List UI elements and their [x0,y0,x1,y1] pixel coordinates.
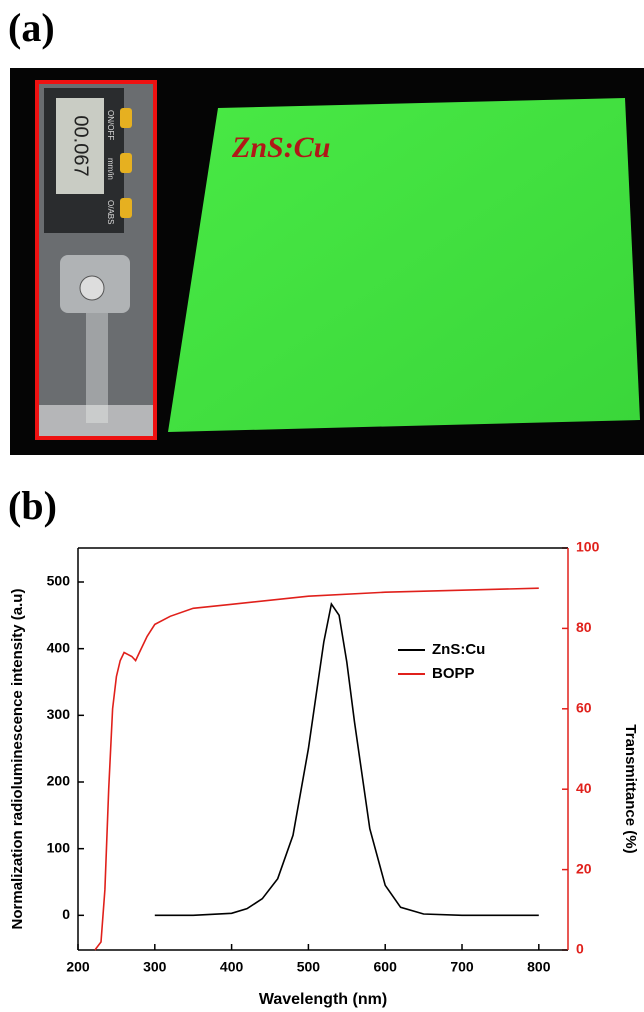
x-tick-label: 700 [450,959,474,975]
button-label: mm/in [106,158,115,180]
y2-axis-label: Transmittance (%) [622,724,639,853]
display [56,98,104,194]
base [39,405,153,436]
x-tick-label: 500 [297,959,321,975]
y-tick-label: 0 [62,906,70,922]
series-line [94,587,539,951]
panel-label: (a) [8,5,55,50]
button [120,108,132,128]
y2-tick-label: 20 [576,860,592,876]
button [120,153,132,173]
x-tick-label: 800 [527,959,551,975]
legend-label: BOPP [432,665,475,682]
y-tick-label: 200 [47,773,71,789]
x-tick-label: 600 [374,959,398,975]
y-tick-label: 500 [47,573,71,589]
display-reading: 00.067 [70,115,92,176]
x-tick-label: 300 [143,959,167,975]
y2-tick-label: 40 [576,780,592,796]
y-axis-label: Normalization radioluminescence intensit… [9,589,26,930]
legend-label: ZnS:Cu [432,641,485,658]
button-label: O/ABS [106,200,115,224]
photo-caption: ZnS:Cu [231,131,330,164]
y-tick-label: 300 [47,706,71,722]
y-tick-label: 100 [47,839,71,855]
y2-tick-label: 80 [576,619,592,635]
x-tick-label: 400 [220,959,244,975]
series-line [154,601,539,917]
spindle [86,313,108,423]
button [120,198,132,218]
y2-tick-label: 0 [576,941,584,957]
caliper-inset: 00.067 ON/OFF mm/in O/ABS [35,80,157,440]
x-axis-label: Wavelength (nm) [259,991,387,1008]
button-label: ON/OFF [106,110,115,140]
panel-label: (b) [8,483,57,528]
y-tick-label: 400 [47,639,71,655]
y2-tick-label: 100 [576,539,600,555]
inset-frame [35,80,157,440]
phosphor-film [168,98,640,432]
x-tick-label: 200 [66,959,90,975]
screw [79,275,105,301]
y2-tick-label: 60 [576,700,592,716]
